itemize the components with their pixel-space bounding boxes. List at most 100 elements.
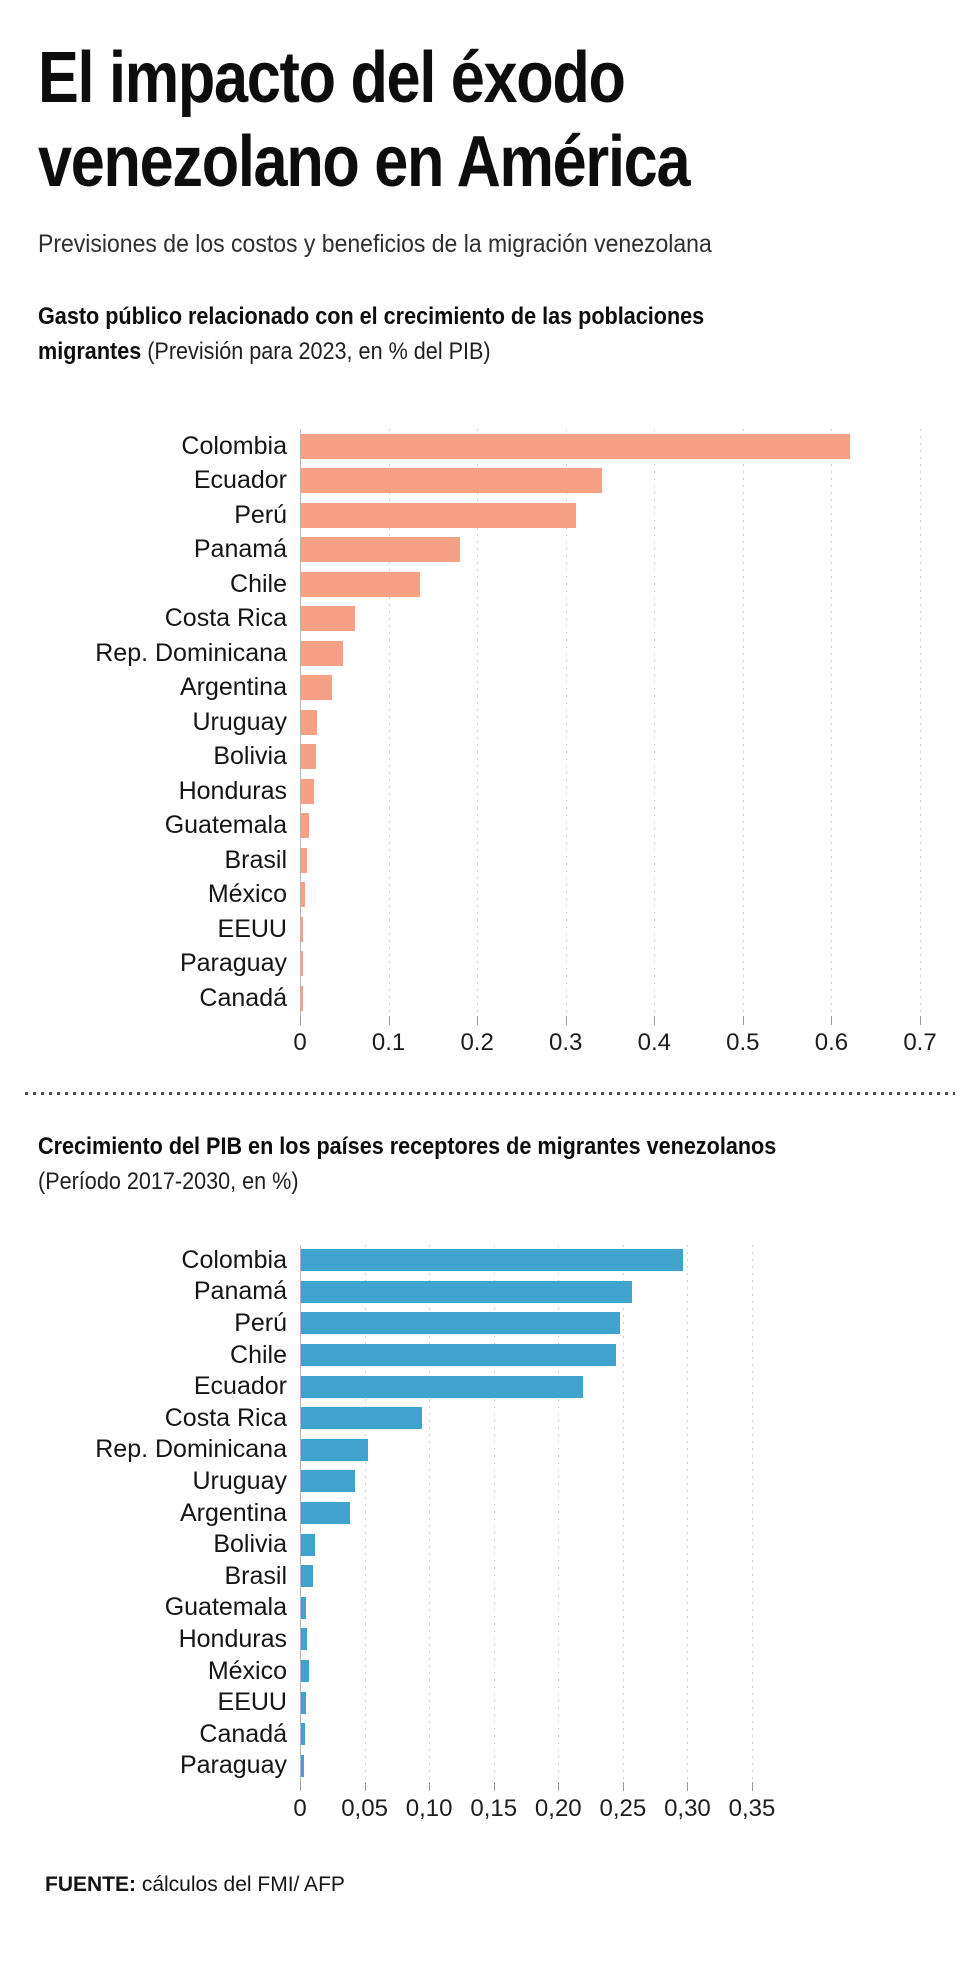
bar bbox=[301, 1533, 316, 1556]
chart-row: Canadá bbox=[0, 981, 960, 1016]
chart-row: Guatemala bbox=[0, 1592, 960, 1624]
chart-row: Honduras bbox=[0, 1624, 960, 1656]
category-label: Guatemala bbox=[164, 811, 287, 840]
tick-mark bbox=[364, 1781, 366, 1791]
category-label: Honduras bbox=[178, 776, 287, 805]
tick-label: 0,05 bbox=[341, 1794, 388, 1822]
category-label: Ecuador bbox=[193, 466, 287, 495]
category-label: Uruguay bbox=[192, 707, 288, 736]
gridline bbox=[364, 1244, 366, 1782]
tick-mark bbox=[565, 1015, 567, 1025]
bar-track bbox=[300, 1276, 960, 1308]
tick-mark bbox=[622, 1781, 624, 1791]
category-label: Canadá bbox=[199, 983, 287, 1012]
chart-row: Argentina bbox=[0, 671, 960, 706]
bar-track bbox=[300, 878, 960, 913]
bar bbox=[301, 1502, 351, 1525]
bar-track bbox=[300, 981, 960, 1016]
tick-label: 0.5 bbox=[726, 1028, 760, 1056]
y-axis-line bbox=[300, 429, 301, 1016]
chart-row: Colombia bbox=[0, 429, 960, 464]
dotted-separator bbox=[25, 1091, 955, 1095]
category-label: Paraguay bbox=[179, 949, 287, 978]
tick-mark bbox=[742, 1015, 744, 1025]
gridline bbox=[920, 429, 921, 1016]
bar-track bbox=[300, 1750, 960, 1782]
source-label: FUENTE: bbox=[45, 1872, 136, 1896]
chart-row: Paraguay bbox=[0, 1750, 960, 1782]
tick-label: 0 bbox=[293, 1028, 307, 1056]
bar bbox=[301, 1691, 307, 1714]
chart-row: México bbox=[0, 878, 960, 913]
tick-label: 0,35 bbox=[728, 1794, 776, 1822]
bar-track bbox=[300, 774, 960, 809]
bar-track bbox=[300, 1497, 960, 1529]
tick-label: 0.6 bbox=[814, 1028, 849, 1056]
tick-label: 0.3 bbox=[549, 1028, 583, 1056]
chart-row: Brasil bbox=[0, 1560, 960, 1592]
bar bbox=[301, 571, 420, 597]
bar-track bbox=[300, 1466, 960, 1498]
bar bbox=[301, 537, 461, 563]
bar-track bbox=[300, 1655, 960, 1687]
bar-track bbox=[300, 947, 960, 982]
bar-track bbox=[300, 1402, 960, 1434]
category-label: Bolivia bbox=[213, 1530, 287, 1559]
chart1-x-axis: 0 0.1 0.2 0.3 0.4 0.5 0.6 0.7 bbox=[0, 1015, 960, 1062]
bar bbox=[301, 1565, 313, 1588]
gridline bbox=[493, 1244, 495, 1782]
bar bbox=[301, 1375, 583, 1398]
chart-row: Bolivia bbox=[0, 740, 960, 775]
bar bbox=[301, 1249, 684, 1272]
chart2-title-bold: Crecimiento del PIB en los países recept… bbox=[38, 1132, 777, 1160]
bar bbox=[301, 882, 306, 908]
bar-track bbox=[300, 567, 960, 602]
chart-row: Brasil bbox=[0, 843, 960, 878]
gridline bbox=[429, 1244, 431, 1782]
bar-track bbox=[300, 533, 960, 568]
chart1-title: Gasto público relacionado con el crecimi… bbox=[38, 299, 794, 369]
bar-track bbox=[300, 671, 960, 706]
bar bbox=[301, 1628, 308, 1651]
bar bbox=[301, 985, 303, 1011]
tick-mark bbox=[388, 1015, 390, 1025]
bar bbox=[301, 1660, 309, 1683]
category-label: Panamá bbox=[193, 1277, 287, 1306]
bar bbox=[301, 502, 576, 528]
page-title-line2: venezolano en América bbox=[38, 122, 690, 202]
category-label: EEUU bbox=[217, 914, 287, 943]
gridline bbox=[622, 1244, 624, 1782]
tick-mark bbox=[300, 1781, 301, 1791]
bar bbox=[301, 1438, 369, 1461]
category-label: México bbox=[207, 1656, 287, 1685]
source-note: FUENTE: cálculos del FMI/ AFP bbox=[45, 1873, 980, 1897]
tick-mark bbox=[493, 1781, 495, 1791]
bar bbox=[301, 778, 315, 804]
bar bbox=[301, 744, 317, 770]
category-label: Perú bbox=[234, 1308, 287, 1337]
bar-chart-crecimiento-pib: Colombia Panamá Perú Chile Ecuador Costa Rica… bbox=[0, 1244, 960, 1828]
bar-track bbox=[300, 1687, 960, 1719]
chart1-plot-area: Colombia Ecuador Perú Panamá Chile Costa Rica… bbox=[0, 429, 960, 1016]
category-label: Canadá bbox=[199, 1719, 287, 1748]
chart-row: Canadá bbox=[0, 1718, 960, 1750]
bar-track bbox=[300, 1624, 960, 1656]
chart-row: EEUU bbox=[0, 912, 960, 947]
tick-mark bbox=[831, 1015, 833, 1025]
tick-label: 0 bbox=[293, 1794, 307, 1822]
chart2-title-note: (Período 2017-2030, en %) bbox=[38, 1167, 299, 1195]
bar bbox=[301, 709, 317, 735]
chart-row: Ecuador bbox=[0, 1371, 960, 1403]
bar bbox=[301, 1312, 620, 1335]
category-label: Ecuador bbox=[193, 1372, 287, 1401]
chart2-plot-area: Colombia Panamá Perú Chile Ecuador Costa Rica… bbox=[0, 1244, 960, 1782]
gridline bbox=[742, 429, 744, 1016]
category-label: Guatemala bbox=[164, 1593, 287, 1622]
bar bbox=[301, 1344, 617, 1367]
chart-row: México bbox=[0, 1655, 960, 1687]
gridline bbox=[752, 1244, 753, 1782]
category-label: Colombia bbox=[181, 431, 287, 460]
chart-row: Ecuador bbox=[0, 464, 960, 499]
category-label: Costa Rica bbox=[164, 1403, 287, 1432]
category-label: Perú bbox=[234, 500, 287, 529]
